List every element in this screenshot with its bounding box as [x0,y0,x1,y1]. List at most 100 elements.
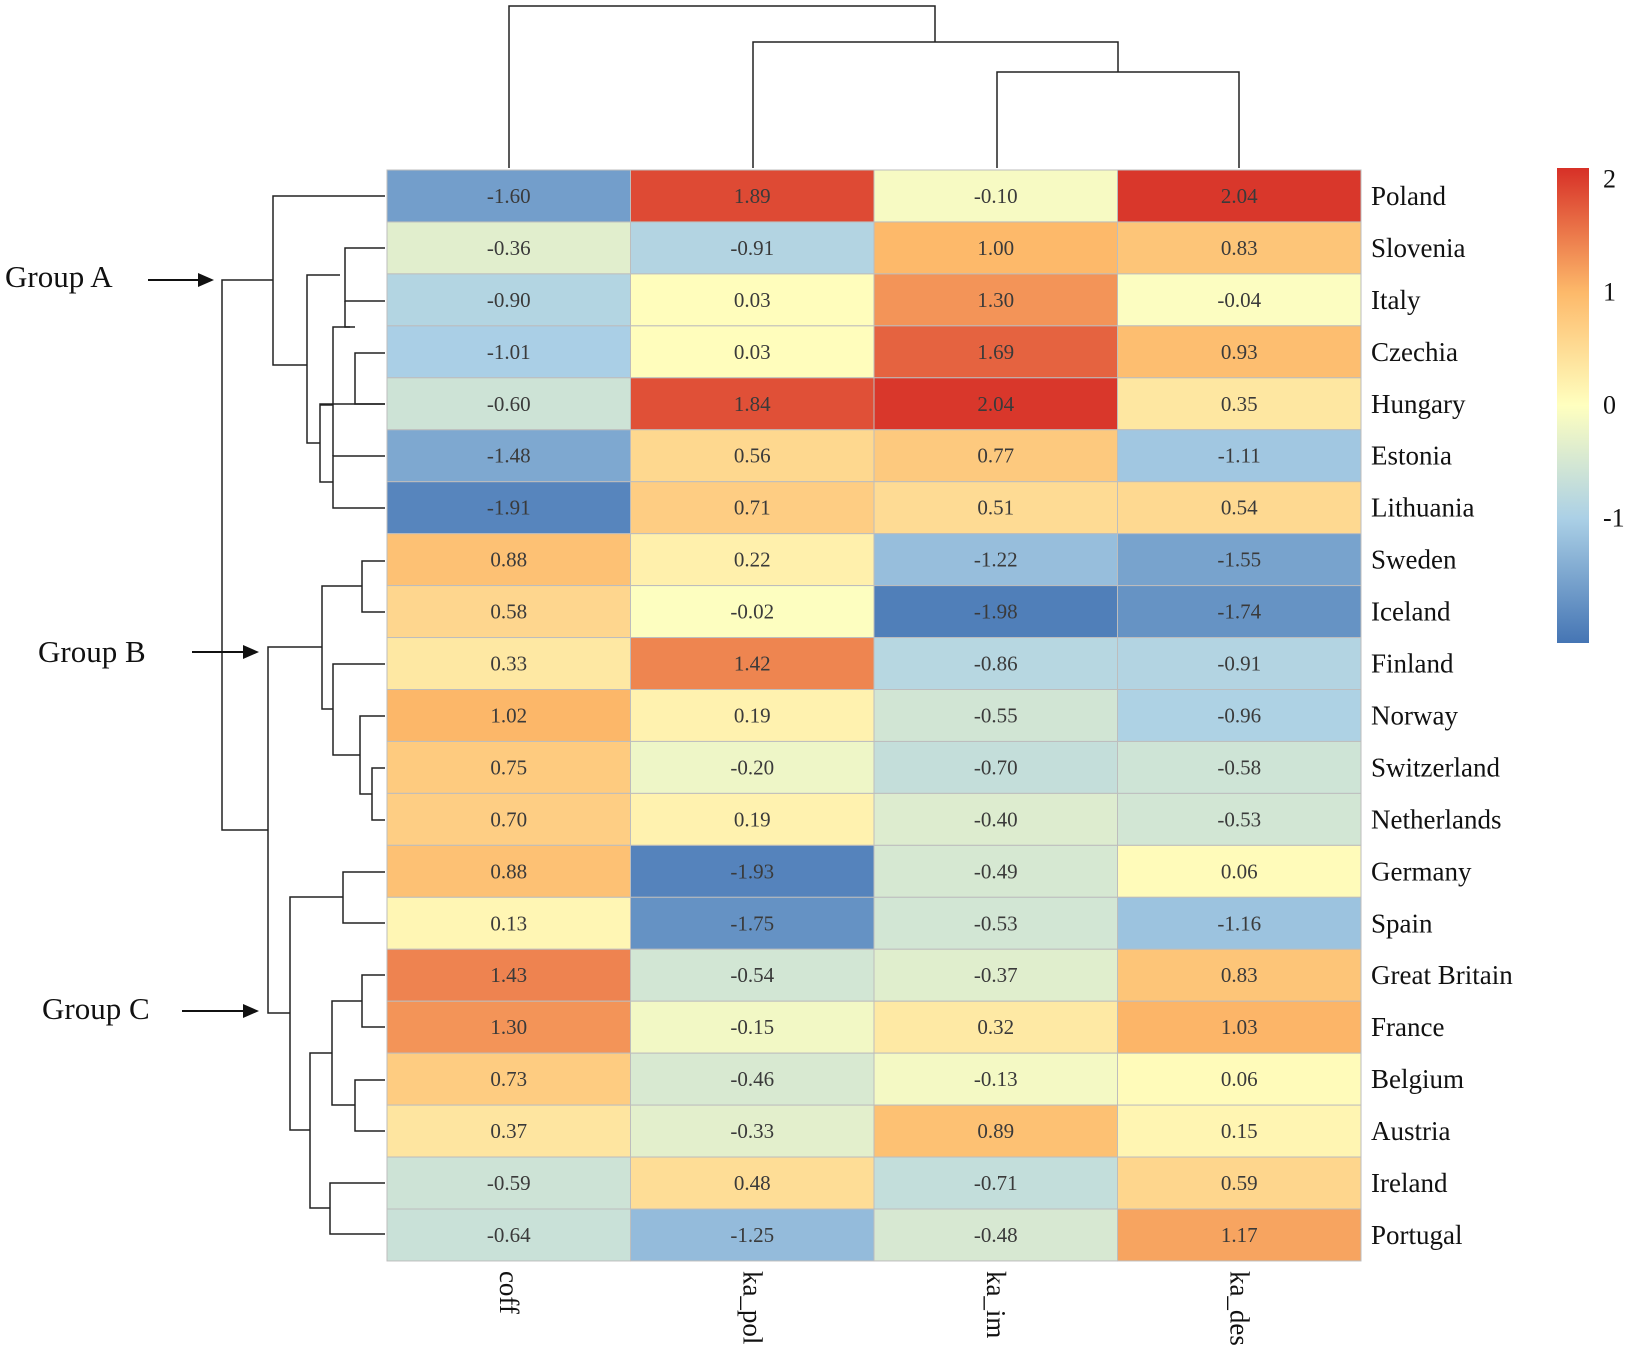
cell-value-label: -0.55 [974,703,1018,727]
cell-value-label: 1.03 [1221,1015,1258,1039]
cell-value-label: -0.15 [730,1015,774,1039]
heatmap-cell-labels: -1.60 1.89 -0.10 2.04 -0.36 -0.91 1.00 0.83 -0.9… [487,184,1262,1247]
column-label: ka_des [1224,1271,1254,1346]
heatmap-cell [873,1000,1118,1054]
cell-value-label: 0.88 [490,859,527,883]
heatmap-cell [630,429,875,483]
heatmap-cells [386,169,1362,1262]
cell-value-label: -0.04 [1217,288,1261,312]
heatmap-cell [1117,637,1362,690]
cell-value-label: 0.03 [734,288,771,312]
cell-value-label: -0.02 [730,600,774,624]
row-label: Iceland [1371,597,1451,627]
cell-value-label: 0.83 [1221,963,1258,987]
heatmap-cell [630,221,875,275]
heatmap-cell [630,1156,875,1210]
cell-value-label: -0.54 [730,963,774,987]
heatmap-cell [386,1052,631,1106]
cell-value-label: 1.30 [977,288,1014,312]
heatmap-cell [630,637,875,690]
cell-value-label: 0.03 [734,340,771,364]
heatmap-cell [873,533,1118,587]
heatmap-cell [386,637,631,690]
heatmap-cell [1117,325,1362,379]
row-dendrogram [221,195,385,1235]
cell-value-label: 0.22 [734,548,771,572]
cell-value-label: -0.10 [974,184,1018,208]
heatmap-cell [873,637,1118,690]
heatmap-cell [873,429,1118,483]
cell-value-label: -0.90 [487,288,531,312]
cell-value-label: -0.33 [730,1119,774,1143]
heatmap-cell [1117,377,1362,431]
cell-value-label: 1.84 [734,392,771,416]
cell-value-label: 1.30 [490,1015,527,1039]
heatmap-cell [873,896,1118,950]
group-c-arrow [182,1004,259,1018]
cell-value-label: 0.51 [977,496,1014,520]
cell-value-label: 0.77 [977,444,1014,468]
heatmap-cell [873,792,1118,846]
row-label: Portugal [1371,1220,1463,1250]
cell-value-label: -0.49 [974,859,1018,883]
cell-value-label: 0.83 [1221,236,1258,260]
heatmap-cell [1117,1000,1362,1054]
row-label: Ireland [1371,1168,1448,1198]
row-label: Czechia [1371,337,1458,367]
heatmap-cell [386,1156,631,1210]
heatmap-cell [386,377,631,431]
cell-value-label: -1.55 [1217,548,1261,572]
row-label: Netherlands [1371,804,1501,834]
cell-value-label: -0.58 [1217,755,1261,779]
heatmap-cell [630,1000,875,1054]
cell-value-label: 0.58 [490,600,527,624]
column-label: ka_im [981,1271,1011,1339]
heatmap-cell [1117,273,1362,327]
cell-value-label: -0.86 [974,652,1018,676]
cell-value-label: 0.89 [977,1119,1014,1143]
color-legend-tick-label: 2 [1603,164,1616,193]
heatmap-cell [630,740,875,794]
cell-value-label: -0.37 [974,963,1018,987]
heatmap-cell [1117,740,1362,794]
cell-value-label: 1.42 [734,652,771,676]
cell-value-label: 0.48 [734,1171,771,1195]
heatmap-cell [630,1052,875,1106]
cell-value-label: 0.33 [490,652,527,676]
cell-value-label: 1.02 [490,703,527,727]
cell-value-label: -1.93 [730,859,774,883]
cell-value-label: 0.15 [1221,1119,1258,1143]
cell-value-label: -1.48 [487,444,531,468]
cell-value-label: -0.53 [1217,807,1261,831]
heatmap-cell [873,1156,1118,1210]
color-legend-tick-label: 1 [1603,277,1616,306]
cell-value-label: 0.75 [490,755,527,779]
cell-value-label: 0.54 [1221,496,1258,520]
row-label: Austria [1371,1116,1451,1146]
cell-value-label: -0.36 [487,236,531,260]
heatmap-cell [873,169,1118,223]
heatmap-cell [873,689,1118,742]
heatmap-cell [386,481,631,535]
row-label: Great Britain [1371,960,1513,990]
heatmap-cell [386,221,631,275]
cell-value-label: -0.40 [974,807,1018,831]
column-dendrogram [508,5,1240,168]
cell-value-label: -0.59 [487,1171,531,1195]
cell-value-label: 0.93 [1221,340,1258,364]
row-label: Italy [1371,285,1421,315]
heatmap-cell [386,792,631,846]
heatmap-cell [630,844,875,898]
cell-value-label: -1.16 [1217,911,1261,935]
heatmap-cell [386,740,631,794]
heatmap-cell [630,377,875,431]
color-legend-tick-label: -1 [1603,504,1625,533]
cell-value-label: 0.73 [490,1067,527,1091]
row-label: Sweden [1371,545,1457,575]
heatmap-cell [630,273,875,327]
row-label: Germany [1371,856,1472,886]
group-b-arrow [192,645,259,659]
heatmap-cell [1117,221,1362,275]
cell-value-label: -0.70 [974,755,1018,779]
